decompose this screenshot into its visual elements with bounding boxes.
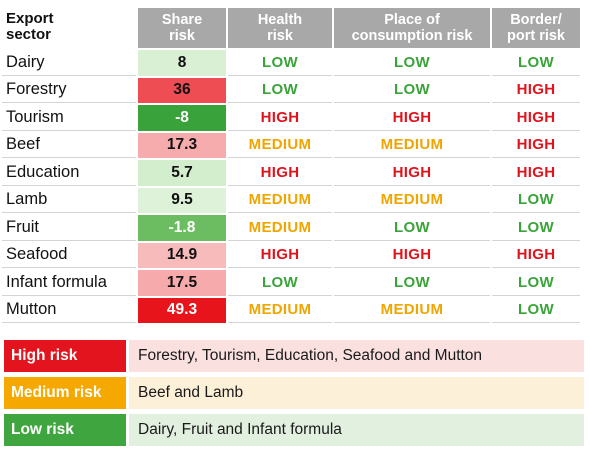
table-row: Seafood 14.9 HIGH HIGH HIGH <box>2 242 580 268</box>
place-risk-level: LOW <box>334 78 490 103</box>
sector-name: Dairy <box>2 50 136 76</box>
place-risk-level: LOW <box>334 215 490 241</box>
legend-text-high: Forestry, Tourism, Education, Seafood an… <box>129 340 584 372</box>
health-risk-level: LOW <box>228 50 332 76</box>
place-risk-level: HIGH <box>334 160 490 186</box>
health-risk-level: HIGH <box>228 243 332 268</box>
legend-row-high: High risk Forestry, Tourism, Education, … <box>0 340 590 372</box>
health-risk-level: MEDIUM <box>228 133 332 158</box>
share-risk-value: 17.3 <box>138 132 226 158</box>
sector-name: Infant formula <box>2 270 136 296</box>
legend-key-medium: Medium risk <box>4 377 126 409</box>
legend-row-medium: Medium risk Beef and Lamb <box>0 377 590 409</box>
share-risk-value: -1.8 <box>138 215 226 241</box>
share-risk-value: -8 <box>138 105 226 131</box>
health-risk-level: HIGH <box>228 160 332 186</box>
sector-name: Fruit <box>2 215 136 241</box>
place-risk-level: LOW <box>334 270 490 296</box>
table-row: Tourism -8 HIGH HIGH HIGH <box>2 105 580 131</box>
table-row: Mutton 49.3 MEDIUM MEDIUM LOW <box>2 297 580 323</box>
table-row: Infant formula 17.5 LOW LOW LOW <box>2 270 580 296</box>
sector-name: Beef <box>2 133 136 158</box>
header-border-risk: Border/port risk <box>492 8 580 48</box>
share-risk-value: 14.9 <box>138 242 226 268</box>
place-risk-level: MEDIUM <box>334 188 490 213</box>
risk-table: Export sector Share risk Health risk Place … <box>0 6 582 325</box>
share-risk-value: 9.5 <box>138 187 226 213</box>
share-risk-value: 49.3 <box>138 297 226 323</box>
share-risk-value: 17.5 <box>138 270 226 296</box>
header-border-risk-line1: Border/ <box>510 12 562 28</box>
risk-legend: High risk Forestry, Tourism, Education, … <box>0 340 590 451</box>
table-row: Lamb 9.5 MEDIUM MEDIUM LOW <box>2 187 580 213</box>
border-risk-level: LOW <box>492 50 580 76</box>
place-risk-level: MEDIUM <box>334 133 490 158</box>
border-risk-level: LOW <box>492 215 580 241</box>
header-share-risk-line1: Share <box>161 12 203 28</box>
sector-name: Mutton <box>2 298 136 323</box>
health-risk-level: HIGH <box>228 105 332 131</box>
place-risk-level: MEDIUM <box>334 298 490 323</box>
legend-key-low: Low risk <box>4 414 126 446</box>
header-place-risk: Place of consumption risk <box>334 8 490 48</box>
place-risk-level: HIGH <box>334 243 490 268</box>
legend-text-medium: Beef and Lamb <box>129 377 584 409</box>
health-risk-level: LOW <box>228 78 332 103</box>
header-row: Export sector Share risk Health risk Place … <box>2 8 580 48</box>
share-risk-value: 36 <box>138 77 226 103</box>
border-risk-level: HIGH <box>492 78 580 103</box>
sector-name: Tourism <box>2 105 136 131</box>
place-risk-level: LOW <box>334 50 490 76</box>
header-export-sector: Export sector <box>2 8 136 48</box>
header-export-sector-line1: Export <box>6 10 54 27</box>
border-risk-level: HIGH <box>492 160 580 186</box>
border-risk-level: HIGH <box>492 243 580 268</box>
header-place-risk-line1: Place of <box>384 12 440 28</box>
table-row: Forestry 36 LOW LOW HIGH <box>2 77 580 103</box>
share-risk-value: 8 <box>138 50 226 76</box>
border-risk-level: HIGH <box>492 133 580 158</box>
legend-text-low: Dairy, Fruit and Infant formula <box>129 414 584 446</box>
health-risk-level: LOW <box>228 270 332 296</box>
border-risk-level: LOW <box>492 270 580 296</box>
sector-name: Forestry <box>2 78 136 103</box>
header-share-risk-line2: risk <box>169 28 195 44</box>
border-risk-level: LOW <box>492 188 580 213</box>
health-risk-level: MEDIUM <box>228 215 332 241</box>
place-risk-level: HIGH <box>334 105 490 131</box>
table-body: Dairy 8 LOW LOW LOW Forestry 36 LOW LOW HIGH Touri… <box>2 50 580 323</box>
share-risk-value: 5.7 <box>138 160 226 186</box>
header-share-risk: Share risk <box>138 8 226 48</box>
header-health-risk-line1: Health <box>257 12 303 28</box>
sector-name: Education <box>2 160 136 186</box>
health-risk-level: MEDIUM <box>228 298 332 323</box>
legend-row-low: Low risk Dairy, Fruit and Infant formula <box>0 414 590 446</box>
header-place-risk-line2: consumption risk <box>351 28 473 44</box>
header-border-risk-line2: port risk <box>506 28 565 44</box>
table-row: Dairy 8 LOW LOW LOW <box>2 50 580 76</box>
border-risk-level: HIGH <box>492 105 580 131</box>
header-health-risk-line2: risk <box>267 28 293 44</box>
table-row: Fruit -1.8 MEDIUM LOW LOW <box>2 215 580 241</box>
border-risk-level: LOW <box>492 298 580 323</box>
header-health-risk: Health risk <box>228 8 332 48</box>
legend-key-high: High risk <box>4 340 126 372</box>
health-risk-level: MEDIUM <box>228 188 332 213</box>
table-row: Education 5.7 HIGH HIGH HIGH <box>2 160 580 186</box>
table-row: Beef 17.3 MEDIUM MEDIUM HIGH <box>2 132 580 158</box>
sector-name: Seafood <box>2 243 136 268</box>
sector-name: Lamb <box>2 188 136 213</box>
header-export-sector-line2: sector <box>6 26 52 43</box>
